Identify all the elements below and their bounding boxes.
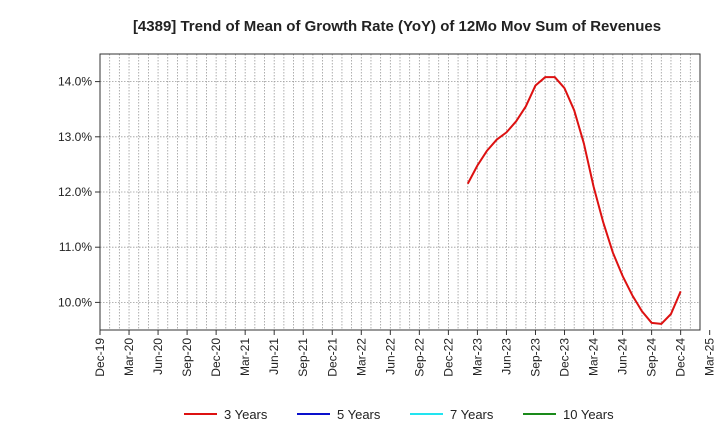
legend: 3 Years 5 Years 7 Years 10 Years xyxy=(184,407,614,422)
y-tick-label: 12.0% xyxy=(58,185,92,199)
y-tick-label: 14.0% xyxy=(58,75,92,89)
legend-label: 5 Years xyxy=(337,407,381,422)
grid-lines xyxy=(100,54,700,330)
x-tick-label: Mar-22 xyxy=(354,338,368,376)
y-axis: 10.0% 11.0% 12.0% 13.0% 14.0% xyxy=(58,75,100,309)
x-tick-label: Mar-21 xyxy=(238,338,252,376)
x-tick-label: Sep-20 xyxy=(180,338,194,377)
x-tick-label: Jun-23 xyxy=(499,338,513,375)
y-tick-label: 11.0% xyxy=(59,240,92,254)
legend-item: 3 Years xyxy=(184,407,268,422)
legend-label: 10 Years xyxy=(563,407,614,422)
x-tick-label: Mar-20 xyxy=(122,338,136,376)
x-tick-label: Jun-21 xyxy=(267,338,281,375)
x-tick-label: Dec-20 xyxy=(209,338,223,377)
x-tick-label: Jun-24 xyxy=(616,338,630,375)
x-tick-label: Mar-24 xyxy=(587,338,601,376)
y-tick-label: 10.0% xyxy=(58,295,92,309)
legend-item: 7 Years xyxy=(410,407,494,422)
x-axis: Dec-19 Mar-20 Jun-20 Sep-20 Dec-20 Mar-21 Jun-… xyxy=(93,330,717,377)
legend-label: 7 Years xyxy=(450,407,494,422)
x-tick-label: Dec-24 xyxy=(674,338,688,377)
legend-item: 10 Years xyxy=(523,407,614,422)
x-tick-label: Mar-23 xyxy=(470,338,484,376)
x-tick-label: Sep-23 xyxy=(528,338,542,377)
x-tick-label: Dec-22 xyxy=(441,338,455,377)
legend-item: 5 Years xyxy=(297,407,381,422)
y-tick-label: 13.0% xyxy=(58,130,92,144)
x-tick-label: Jun-20 xyxy=(151,338,165,375)
x-tick-label: Dec-21 xyxy=(325,338,339,377)
x-tick-label: Dec-23 xyxy=(558,338,572,377)
legend-label: 3 Years xyxy=(224,407,268,422)
x-tick-label: Sep-22 xyxy=(412,338,426,377)
x-tick-label: Sep-21 xyxy=(296,338,310,377)
x-tick-label: Jun-22 xyxy=(383,338,397,375)
x-tick-label: Mar-25 xyxy=(703,338,717,376)
x-tick-label: Sep-24 xyxy=(645,338,659,377)
x-tick-label: Dec-19 xyxy=(93,338,107,377)
series-line-3-years xyxy=(466,76,682,325)
chart-title: [4389] Trend of Mean of Growth Rate (YoY… xyxy=(133,18,661,35)
series-lines xyxy=(466,76,682,325)
